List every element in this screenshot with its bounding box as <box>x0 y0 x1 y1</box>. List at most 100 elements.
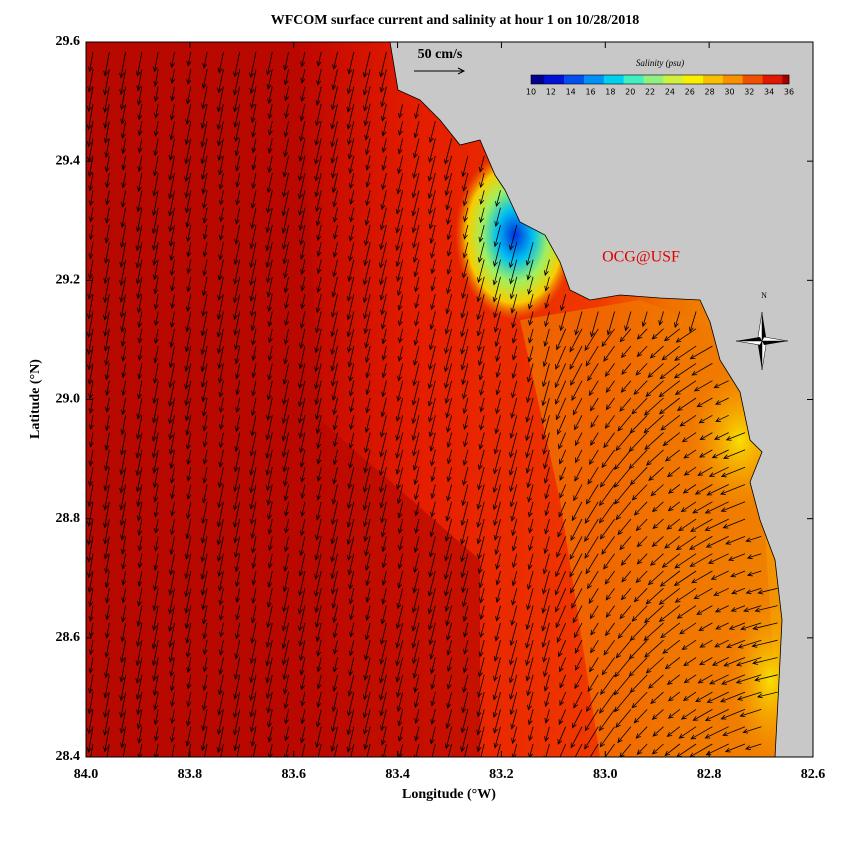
current-vector <box>267 709 273 728</box>
current-vector <box>379 657 387 684</box>
current-vector <box>730 605 746 612</box>
current-vector <box>185 501 192 520</box>
current-vector <box>554 363 567 389</box>
current-vector <box>168 155 175 181</box>
current-vector <box>266 173 273 194</box>
current-vector <box>615 432 632 452</box>
colorbar-tick-label: 10 <box>526 88 536 97</box>
current-vector <box>680 709 697 720</box>
current-vector <box>461 363 469 386</box>
current-vector <box>492 484 501 511</box>
current-vector <box>330 570 338 595</box>
current-vector <box>713 587 729 596</box>
y-tick-label: 29.4 <box>56 153 81 168</box>
current-vector <box>379 69 387 93</box>
current-vector <box>219 622 224 638</box>
current-vector <box>217 259 224 281</box>
current-vector <box>265 449 273 476</box>
current-vector <box>170 692 176 708</box>
current-vector <box>87 346 94 371</box>
current-vector <box>316 51 322 67</box>
current-vector <box>543 743 550 757</box>
current-vector <box>364 432 371 454</box>
current-vector <box>265 657 273 684</box>
current-vector <box>300 692 306 707</box>
current-vector <box>599 466 615 488</box>
current-vector <box>413 467 420 486</box>
current-vector <box>233 242 241 266</box>
current-vector <box>479 397 485 413</box>
current-vector <box>186 674 192 690</box>
current-vector <box>235 588 241 604</box>
current-vector <box>720 709 746 720</box>
current-vector <box>330 726 338 752</box>
current-vector <box>494 328 501 348</box>
current-vector <box>216 536 224 562</box>
current-vector <box>167 380 175 407</box>
current-vector <box>88 190 94 207</box>
current-vector <box>250 622 257 644</box>
current-vector <box>492 674 501 701</box>
current-vector <box>250 415 257 437</box>
current-vector <box>137 328 143 344</box>
current-vector <box>88 588 94 608</box>
current-vector <box>346 692 355 717</box>
current-vector <box>690 726 713 740</box>
current-vector <box>121 380 127 396</box>
current-vector <box>104 138 110 158</box>
current-vector <box>348 640 355 657</box>
current-vector <box>184 190 192 214</box>
current-vector <box>167 397 175 425</box>
current-vector <box>647 363 664 378</box>
current-vector <box>363 242 371 267</box>
current-vector <box>617 726 632 744</box>
current-vector <box>495 190 501 208</box>
current-vector <box>184 363 192 390</box>
current-vector <box>300 674 306 691</box>
current-vector <box>135 259 143 285</box>
current-vector <box>721 674 746 685</box>
current-vector <box>644 432 664 450</box>
current-vector <box>153 484 159 503</box>
current-vector <box>362 276 371 304</box>
current-vector <box>443 553 452 580</box>
current-vector <box>676 397 697 411</box>
current-vector <box>525 657 534 682</box>
current-vector <box>363 449 371 474</box>
current-vector <box>267 726 273 743</box>
current-vector <box>643 622 664 641</box>
current-vector <box>332 674 338 693</box>
x-tick-label: 82.8 <box>697 767 722 782</box>
current-vector <box>378 242 387 269</box>
current-vector <box>398 743 404 757</box>
current-vector <box>745 536 762 543</box>
current-vector <box>705 536 729 548</box>
current-vector <box>509 415 518 439</box>
current-vector <box>216 86 224 113</box>
current-vector <box>200 363 208 388</box>
current-vector <box>430 692 436 707</box>
current-vector <box>614 484 632 505</box>
current-vector <box>103 69 110 96</box>
current-vector <box>86 519 94 546</box>
current-vector <box>283 553 289 573</box>
current-vector <box>544 518 550 535</box>
current-vector <box>185 415 192 436</box>
current-vector <box>460 501 469 527</box>
current-vector <box>379 692 387 717</box>
current-vector <box>413 674 420 694</box>
current-vector <box>429 432 436 452</box>
current-vector <box>281 640 289 666</box>
current-vector <box>281 622 289 650</box>
current-vector <box>705 743 729 756</box>
current-vector <box>526 588 534 611</box>
current-vector <box>430 449 436 467</box>
current-vector <box>493 294 501 319</box>
current-vector <box>202 449 208 465</box>
current-vector <box>331 276 338 298</box>
current-vector <box>251 380 257 397</box>
current-vector <box>135 674 143 701</box>
current-vector <box>381 536 387 553</box>
current-vector <box>554 588 567 613</box>
current-vector <box>299 224 306 246</box>
